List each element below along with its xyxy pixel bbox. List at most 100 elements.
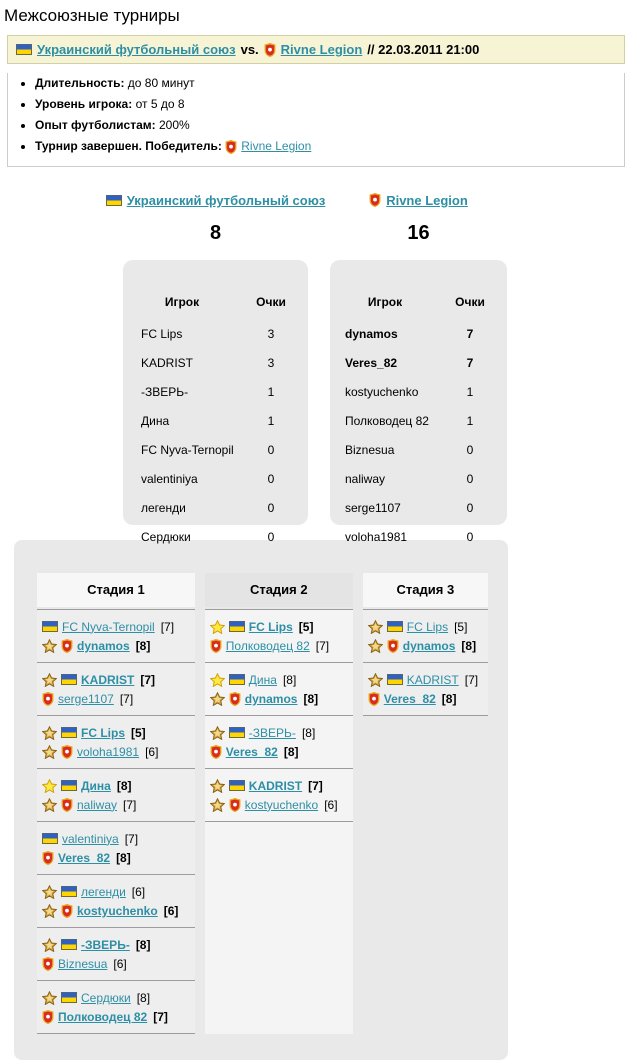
player-link[interactable]: Сердюки [81, 990, 131, 1005]
match-player-line: kostyuchenko [6] [42, 901, 190, 920]
player-name: FC Nyva-Ternopil [141, 442, 234, 457]
table-row: voloha1981 0 [330, 522, 507, 551]
player-link[interactable]: FC Lips [81, 725, 125, 740]
match-player-line: FC Lips [5] [367, 617, 483, 636]
player-link[interactable]: Veres_82 [225, 744, 278, 759]
player-match-score: [7] [124, 831, 139, 846]
table-row: Сердюки 0 [123, 522, 308, 551]
ukraine-flag-icon [61, 939, 77, 951]
player-link[interactable]: FC Lips [406, 619, 449, 634]
player-name: KADRIST [141, 355, 194, 370]
match-banner: Украинский футбольный союз vs. Rivne Leg… [7, 35, 625, 64]
player-match-score: [7] [160, 619, 175, 634]
table-row: -ЗВЕРЬ- 1 [123, 377, 308, 406]
player-link[interactable]: KADRIST [81, 672, 135, 687]
table-row: FC Lips 3 [123, 319, 308, 348]
table-row: Дина 1 [123, 406, 308, 435]
gold-star-icon [42, 725, 57, 740]
banner-team2-link[interactable]: Rivne Legion [280, 42, 363, 57]
player-name: voloha1981 [345, 529, 408, 544]
table-row: naliway 0 [330, 464, 507, 493]
stage-header: Стадия 1 [37, 573, 195, 608]
rivne-legion-shield-icon [229, 797, 241, 812]
match-player-line: naliway [7] [42, 795, 190, 814]
table-row: kostyuchenko 1 [330, 377, 507, 406]
player-link[interactable]: Полководец 82 [58, 1009, 148, 1024]
player-name: dynamos [345, 326, 398, 341]
gold-star-icon [42, 638, 57, 653]
rivne-legion-shield-icon [42, 1009, 54, 1024]
player-link[interactable]: dynamos [77, 638, 130, 653]
player-match-score: [6] [163, 903, 179, 918]
winner-team-link[interactable]: Rivne Legion [241, 139, 312, 154]
bracket-panel: Стадия 1 FC Nyva-Ternopil [7] dynamos [8… [14, 540, 508, 1060]
player-link[interactable]: Biznesua [58, 956, 108, 971]
match-player-line: FC Lips [5] [42, 723, 190, 742]
team1-link[interactable]: Украинский футбольный союз [126, 192, 326, 208]
player-link[interactable]: легенди [81, 884, 126, 899]
gold-star-icon [367, 638, 383, 653]
team1-score: 8 [209, 222, 222, 245]
rivne-legion-shield-icon [387, 638, 399, 653]
player-points: 0 [267, 529, 275, 544]
rivne-legion-shield-icon [368, 691, 380, 706]
player-link[interactable]: KADRIST [406, 672, 459, 687]
player-match-score: [6] [113, 956, 127, 971]
player-link[interactable]: valentiniya [62, 831, 119, 846]
score-table-team2: Игрок Очки dynamos 7 Veres_82 7 kostyuch… [330, 294, 507, 551]
score-table-team1: Игрок Очки FC Lips 3 KADRIST 3 -ЗВЕРЬ- 1… [123, 294, 308, 551]
ukraine-flag-icon [228, 621, 245, 633]
rivne-legion-shield-icon [229, 691, 241, 706]
player-link[interactable]: Дина [248, 672, 277, 687]
stage-body: FC Lips [5] dynamos [8] KADRIST [7] Vere… [362, 609, 488, 1034]
player-link[interactable]: Полководец 82 [225, 638, 310, 653]
player-link[interactable]: Veres_82 [58, 850, 111, 865]
player-match-score: [7] [123, 797, 137, 812]
banner-datetime: // 22.03.2011 21:00 [367, 42, 480, 57]
team2-column: Rivne Legion 16 Игрок Очки dynamos 7 Ver… [330, 191, 507, 544]
gold-star-icon [42, 903, 57, 918]
gold-star-icon [209, 778, 225, 793]
player-match-score: [8] [136, 990, 151, 1005]
team2-link[interactable]: Rivne Legion [386, 192, 468, 208]
rivne-legion-shield-icon [210, 744, 222, 759]
match-player-line: легенди [6] [42, 882, 190, 901]
player-match-score: [5] [298, 619, 314, 634]
player-link[interactable]: kostyuchenko [244, 797, 319, 812]
player-link[interactable]: Veres_82 [383, 691, 436, 706]
match-player-line: KADRIST [7] [42, 670, 190, 689]
player-link[interactable]: dynamos [244, 691, 298, 706]
table-row: serge1107 0 [330, 493, 507, 522]
match-cell: Сердюки [8] Полководец 82 [7] [37, 981, 195, 1035]
player-link[interactable]: FC Nyva-Ternopil [62, 619, 155, 634]
team2-score: 16 [407, 222, 430, 245]
banner-vs-label: vs. [240, 42, 259, 57]
gold-star-icon [367, 619, 383, 634]
banner-team1-link[interactable]: Украинский футбольный союз [37, 42, 236, 57]
player-link[interactable]: FC Lips [248, 619, 293, 634]
match-player-line: dynamos [8] [42, 636, 190, 655]
match-player-line: Veres_82 [8] [42, 848, 190, 867]
player-points: 1 [466, 413, 474, 428]
column-header-points: Очки [256, 295, 286, 310]
player-match-score: [8] [303, 691, 319, 706]
player-link[interactable]: -ЗВЕРЬ- [81, 937, 130, 952]
player-link[interactable]: kostyuchenko [77, 903, 158, 918]
player-link[interactable]: serge1107 [58, 691, 114, 706]
match-player-line: Сердюки [8] [42, 988, 190, 1007]
table-row: Biznesua 0 [330, 435, 507, 464]
table-row: Полководец 82 1 [330, 406, 507, 435]
player-link[interactable]: dynamos [402, 638, 456, 653]
player-match-score: [8] [116, 778, 132, 793]
player-points: 0 [267, 471, 275, 486]
match-cell: -ЗВЕРЬ- [8] Biznesua [6] [37, 928, 195, 982]
player-name: Полководец 82 [345, 413, 429, 428]
player-link[interactable]: Дина [81, 778, 111, 793]
player-link[interactable]: voloha1981 [77, 744, 140, 759]
player-link[interactable]: -ЗВЕРЬ- [248, 725, 296, 740]
gold-star-icon [209, 725, 225, 740]
player-link[interactable]: KADRIST [248, 778, 303, 793]
match-cell: легенди [6] kostyuchenko [6] [37, 875, 195, 929]
rivne-legion-shield-icon [42, 850, 54, 865]
player-link[interactable]: naliway [77, 797, 118, 812]
